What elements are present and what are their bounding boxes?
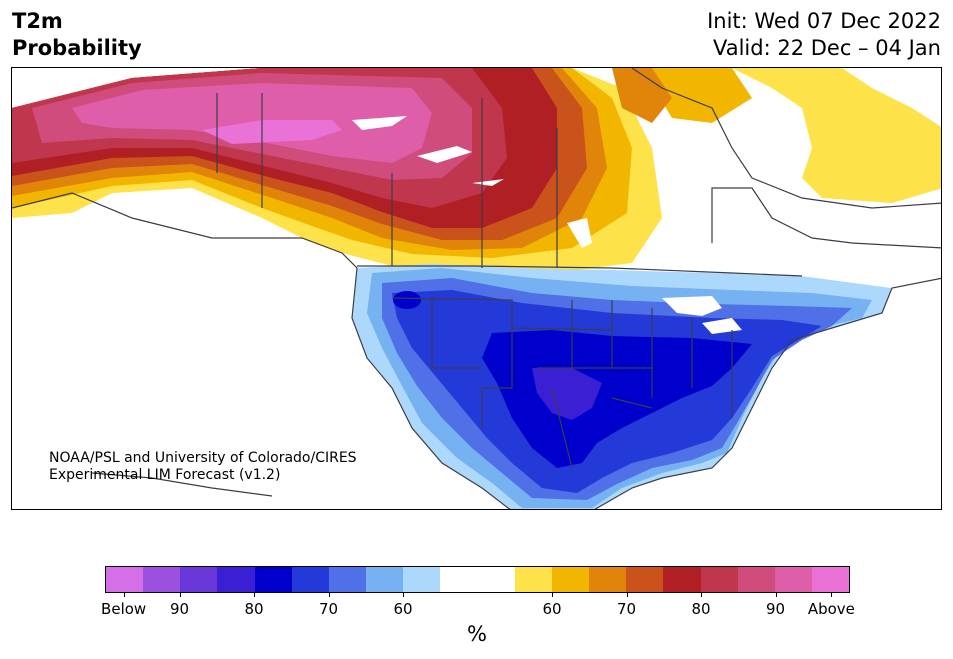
colorbar-segment — [440, 567, 478, 592]
colorbar-segment — [143, 567, 181, 592]
map-canvas — [12, 68, 941, 509]
valid-period: Valid: 22 Dec – 04 Jan — [712, 36, 941, 60]
credit-line-2: Experimental LIM Forecast (v1.2) — [49, 467, 281, 483]
colorbar-tick-mark — [254, 593, 255, 597]
colorbar-segment — [477, 567, 515, 592]
colorbar-segment — [217, 567, 255, 592]
chart-title: T2m Probability — [12, 8, 142, 62]
colorbar-tick-mark — [403, 593, 404, 597]
colorbar-tick-mark — [626, 593, 628, 597]
colorbar-segment — [589, 567, 627, 592]
colorbar-segment — [180, 567, 218, 592]
colorbar-segment — [328, 567, 367, 592]
colorbar-segment — [106, 567, 144, 592]
colorbar-segment — [514, 567, 552, 592]
colorbar-segment — [663, 567, 701, 592]
colorbar-tick-label: 70 — [616, 600, 637, 618]
colorbar-segment — [626, 567, 664, 592]
colorbar-segment — [291, 567, 329, 592]
probability-colorbar — [105, 566, 850, 593]
colorbar-segment — [774, 567, 812, 592]
colorbar-tick-mark — [831, 593, 833, 597]
colorbar-tick-mark — [775, 593, 777, 597]
colorbar-segment — [254, 567, 292, 592]
coastline-borders — [12, 68, 941, 509]
colorbar-unit: % — [467, 622, 487, 646]
colorbar-segment — [700, 567, 738, 592]
colorbar-segment — [551, 567, 590, 592]
colorbar-segment — [737, 567, 775, 592]
colorbar-tick-label: Above — [807, 600, 855, 618]
colorbar-tick-label: Below — [101, 600, 147, 618]
colorbar-tick-mark — [701, 593, 702, 597]
colorbar-tick-mark — [328, 593, 330, 597]
colorbar-tick-label: 80 — [691, 600, 711, 618]
init-date: Init: Wed 07 Dec 2022 — [707, 9, 941, 33]
run-info: Init: Wed 07 Dec 2022 Valid: 22 Dec – 04… — [707, 8, 941, 62]
colorbar-tick-mark — [179, 593, 181, 597]
colorbar-tick-label: 90 — [765, 600, 786, 618]
credit-line-1: NOAA/PSL and University of Colorado/CIRE… — [49, 450, 357, 466]
colorbar-tick-label: 60 — [542, 600, 562, 618]
colorbar-tick-label: 60 — [393, 600, 413, 618]
colorbar-tick-label: 80 — [244, 600, 264, 618]
colorbar-tick-label: 70 — [318, 600, 339, 618]
colorbar-segment — [403, 567, 441, 592]
title-line-1: T2m — [12, 9, 63, 33]
credit-text: NOAA/PSL and University of Colorado/CIRE… — [49, 450, 357, 484]
colorbar-tick-mark — [123, 593, 125, 597]
warm-anomaly-fill — [12, 68, 941, 273]
colorbar-tick-label: 90 — [169, 600, 190, 618]
title-line-2: Probability — [12, 36, 142, 60]
colorbar-segment — [366, 567, 404, 592]
water-bodies — [12, 116, 941, 509]
probability-map — [11, 67, 942, 510]
colorbar-segment — [811, 567, 850, 592]
colorbar-tick-mark — [552, 593, 553, 597]
